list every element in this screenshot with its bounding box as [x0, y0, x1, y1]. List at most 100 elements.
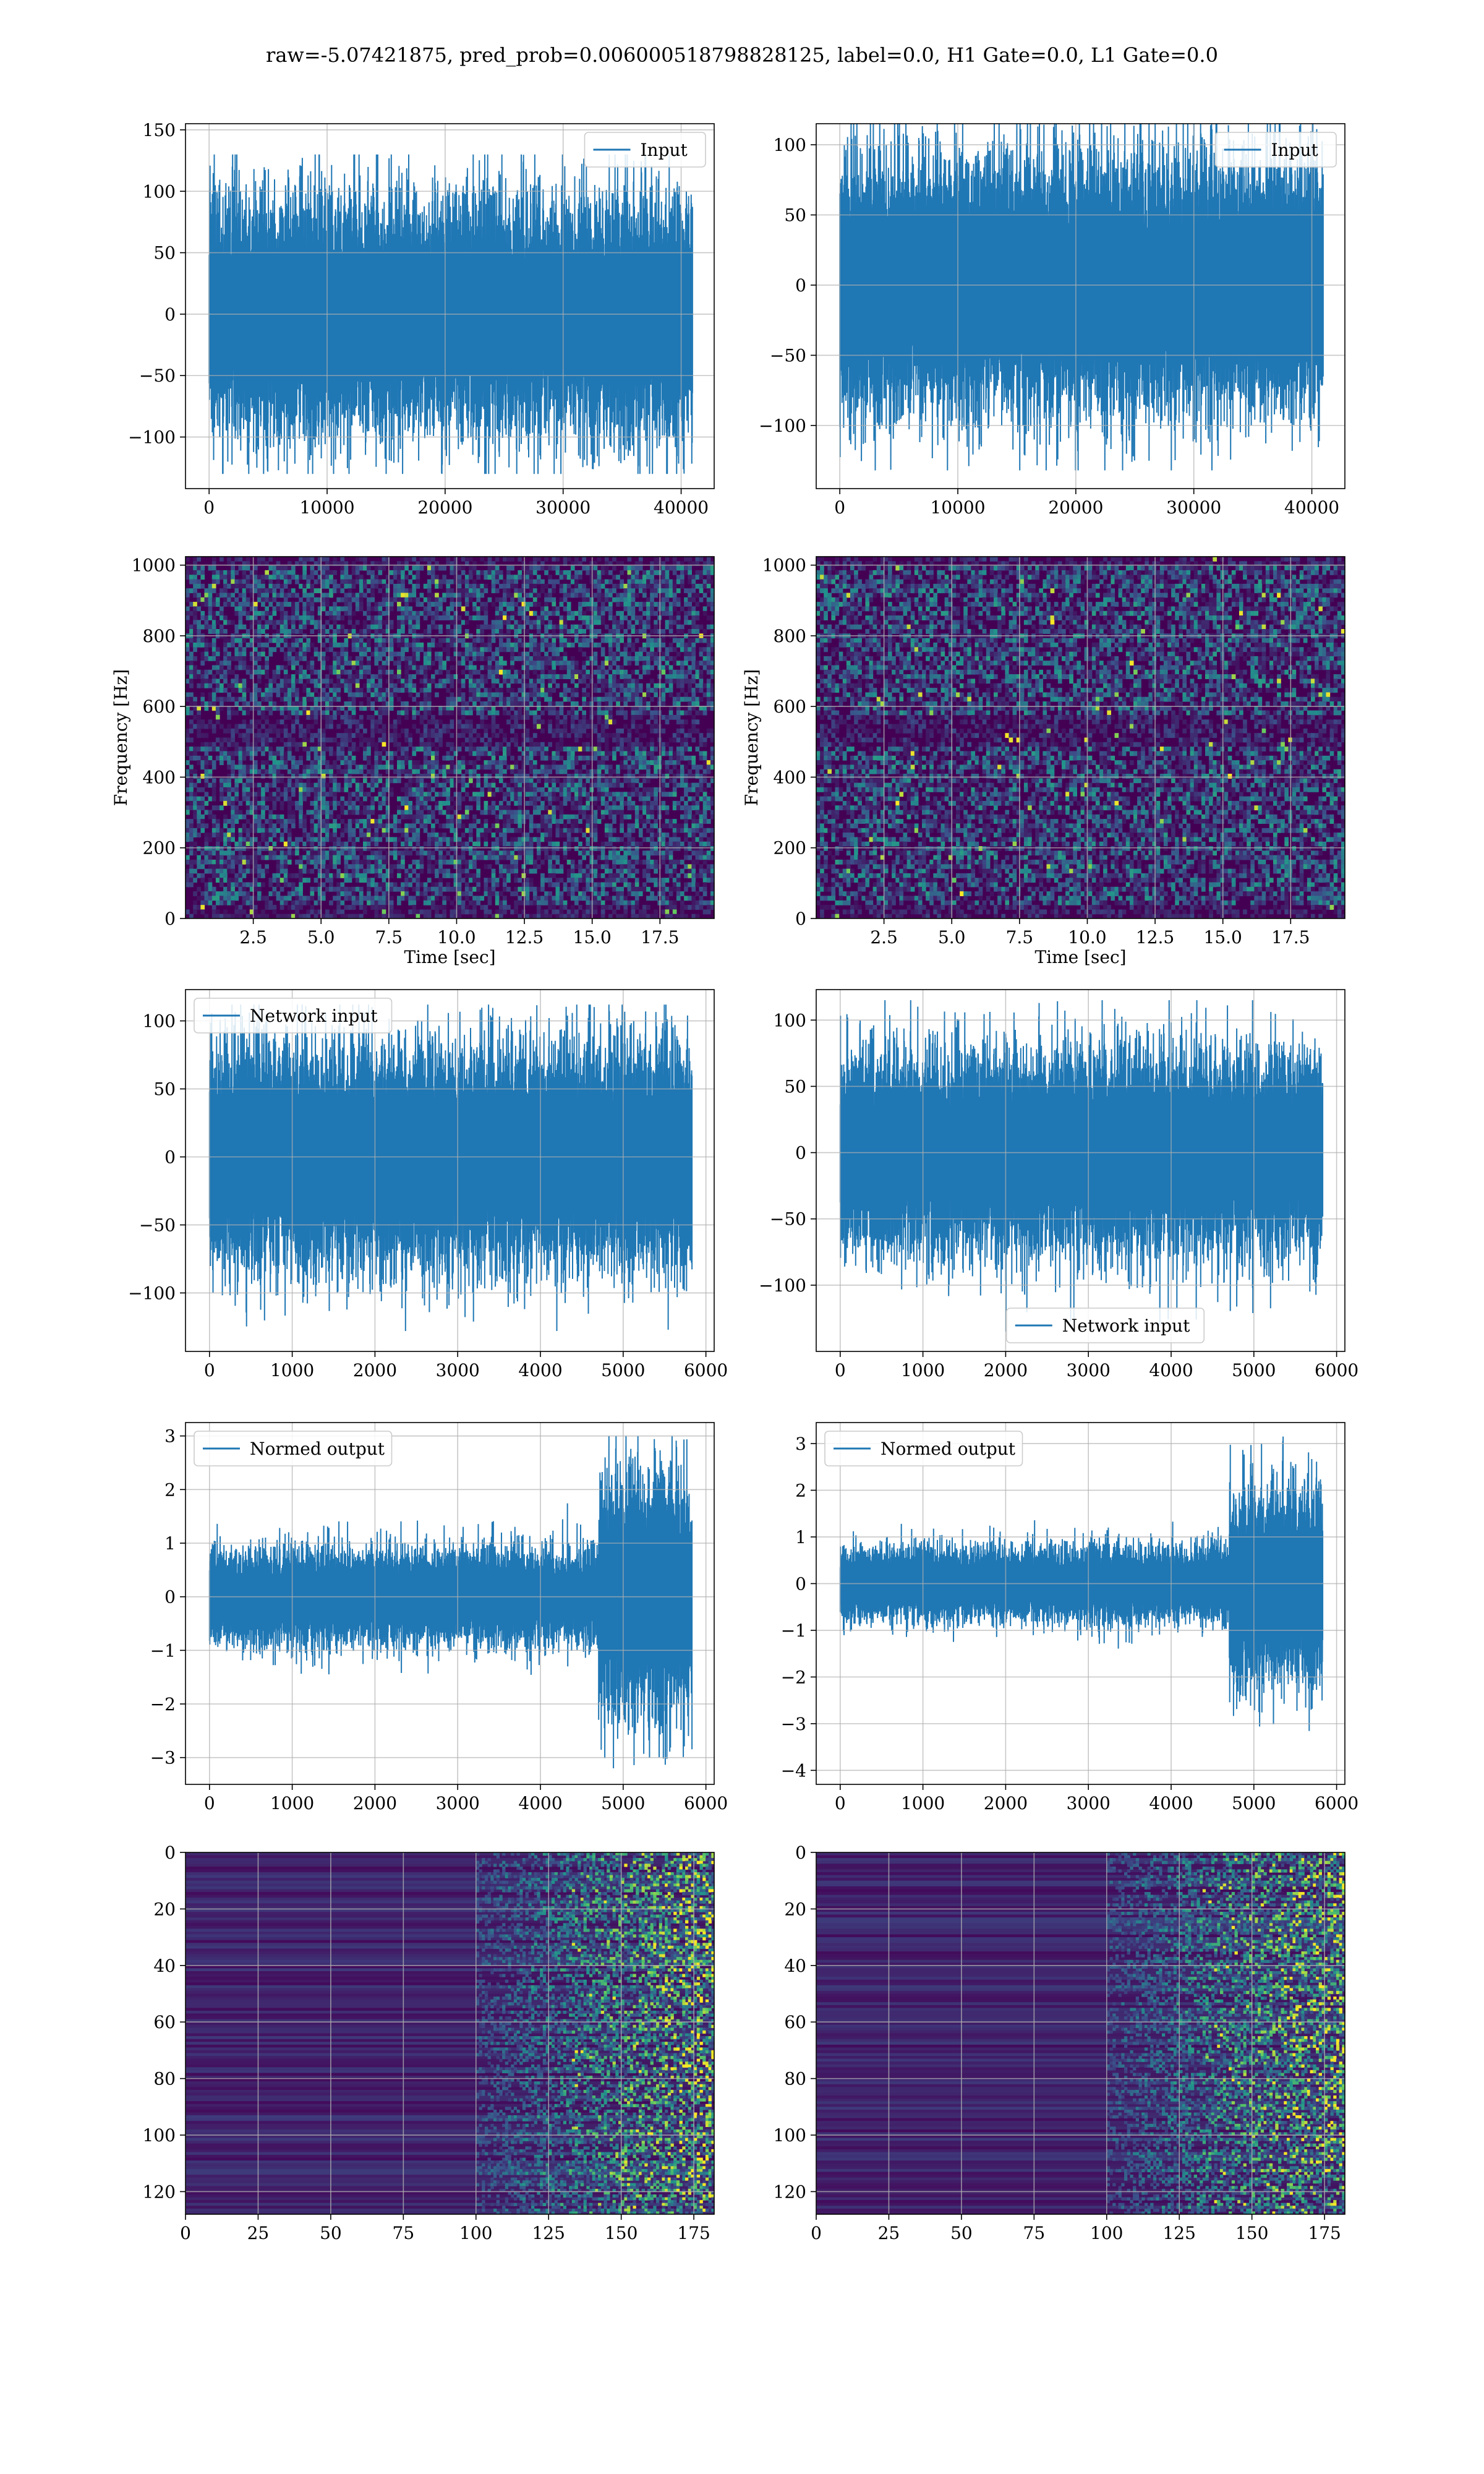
- heatmap-cells: [816, 557, 1345, 918]
- y-tick-label: 50: [784, 1076, 806, 1097]
- legend: Input: [584, 132, 706, 168]
- x-tick-label: 0: [835, 1793, 846, 1813]
- x-tick-label: 2000: [353, 1793, 397, 1813]
- y-tick-label: −3: [781, 1714, 806, 1734]
- y-tick-label: 60: [784, 2012, 806, 2032]
- y-tick-label: 150: [143, 120, 176, 140]
- axes-r2c1: 0 1000 2000 3000 4000 5000 6000 −100 −50 0 50 100 Ne…: [759, 989, 1358, 1380]
- y-tick-label: 20: [153, 1899, 176, 1919]
- series-line: [208, 1004, 693, 1332]
- x-tick-label: 7.5: [1006, 927, 1034, 948]
- y-tick-label: 600: [774, 696, 806, 717]
- x-tick-label: 20000: [417, 497, 472, 518]
- y-tick-label: −100: [128, 1283, 176, 1303]
- y-tick-label: −100: [759, 1275, 806, 1296]
- y-tick-label: 50: [784, 205, 806, 226]
- x-tick-label: 75: [1023, 2223, 1046, 2243]
- y-tick-label: 40: [153, 1956, 176, 1976]
- axes-frame: [185, 1422, 715, 1785]
- x-tick-label: 4000: [518, 1360, 562, 1380]
- y-tick-label: 0: [795, 909, 806, 929]
- x-tick-label: 4000: [518, 1793, 562, 1813]
- legend-frame: [1005, 1308, 1205, 1343]
- y-tick-label: 0: [795, 1143, 806, 1163]
- y-tick-label: 60: [153, 2012, 176, 2032]
- axes-layer: 0 10000 20000 30000 40000−100−50050100150Inp…: [111, 120, 1358, 2243]
- x-tick-label: 15.0: [1204, 927, 1242, 948]
- axes-frame: [816, 1852, 1345, 2215]
- legend-label: Input: [641, 140, 688, 160]
- x-tick-label: 6000: [684, 1360, 728, 1380]
- legend-frame: [584, 132, 706, 168]
- axes-r1c0: 2.5 5.0 7.5 10.0 12.5 15.0 17.5 0 200 400 600 800 10…: [111, 555, 715, 967]
- series-line: [839, 124, 1324, 471]
- y-tick-label: 200: [774, 838, 806, 858]
- y-tick-label: 50: [153, 1079, 176, 1100]
- legend-frame: [824, 1431, 1023, 1466]
- series-line: [208, 154, 693, 474]
- x-tick-label: 0: [204, 1793, 215, 1813]
- x-tick-label: 0: [204, 1360, 215, 1380]
- x-tick-label: 5000: [601, 1793, 645, 1813]
- x-tick-label: 2000: [353, 1360, 397, 1380]
- y-tick-label: 100: [774, 2125, 806, 2146]
- plot-area: [816, 1852, 1345, 2214]
- y-tick-label: 120: [774, 2181, 806, 2202]
- y-tick-label: 100: [143, 181, 176, 202]
- x-tick-label: 50: [950, 2223, 973, 2243]
- x-tick-label: 20000: [1048, 497, 1103, 518]
- plot-area: [186, 557, 714, 918]
- grid-lines: [816, 557, 1345, 918]
- y-tick-label: −50: [770, 1209, 806, 1230]
- axes-r0c0: 0 10000 20000 30000 40000 −100 −50 0 50 100 150 Inp…: [128, 120, 715, 518]
- x-tick-label: 150: [1235, 2223, 1268, 2243]
- legend: Normed output: [194, 1431, 393, 1466]
- x-tick-label: 40000: [654, 497, 709, 518]
- heatmap-cells: [186, 1852, 714, 2214]
- y-tick-label: 50: [153, 243, 176, 263]
- y-tick-label: −100: [759, 416, 806, 436]
- axes-r1c1: 2.5 5.0 7.5 10.0 12.5 15.0 17.5 0 200 400 600 800 10…: [741, 555, 1345, 967]
- x-tick-label: 2000: [984, 1793, 1028, 1813]
- x-tick-label: 100: [1090, 2223, 1123, 2243]
- plot-area: [816, 1423, 1345, 1784]
- x-axis-label: Time [sec]: [404, 947, 495, 967]
- x-tick-label: 40000: [1284, 497, 1339, 518]
- series-line: [208, 1436, 693, 1769]
- x-tick-label: 4000: [1149, 1360, 1193, 1380]
- y-tick-label: 800: [774, 626, 806, 646]
- x-tick-label: 10000: [930, 497, 985, 518]
- x-tick-label: 15.0: [573, 927, 612, 948]
- y-tick-label: −100: [128, 427, 176, 448]
- x-tick-label: 0: [835, 1360, 846, 1380]
- axes-frame: [816, 123, 1345, 489]
- x-tick-label: 1000: [270, 1793, 314, 1813]
- y-tick-label: −1: [781, 1620, 806, 1641]
- axes-r2c0: 0 1000 2000 3000 4000 5000 6000 −100 −50 0 50 100 Ne…: [128, 989, 728, 1380]
- x-tick-label: 10.0: [1068, 927, 1106, 948]
- y-tick-label: −2: [781, 1667, 806, 1687]
- axes-frame: [185, 556, 715, 919]
- y-tick-label: −1: [150, 1640, 176, 1661]
- x-tick-label: 1000: [270, 1360, 314, 1380]
- x-tick-label: 125: [532, 2223, 565, 2243]
- plot-area: [186, 1852, 714, 2214]
- x-tick-label: 10.0: [437, 927, 475, 948]
- x-tick-label: 25: [878, 2223, 900, 2243]
- x-tick-label: 0: [180, 2223, 191, 2243]
- legend-frame: [194, 1431, 393, 1466]
- x-tick-label: 0: [834, 497, 845, 518]
- y-tick-label: 100: [143, 2125, 176, 2146]
- y-axis-label: Frequency [Hz]: [111, 669, 131, 806]
- axes-r3c1: 0 1000 2000 3000 4000 5000 6000 −4 −3 −2 −1 0 1 2 3 Nor…: [781, 1422, 1358, 1813]
- y-tick-label: 400: [143, 767, 176, 787]
- y-tick-label: −2: [150, 1694, 176, 1714]
- y-tick-label: 40: [784, 1956, 806, 1976]
- y-tick-label: 120: [143, 2181, 176, 2202]
- plot-area: [816, 557, 1345, 918]
- grid-lines: [186, 557, 714, 918]
- y-tick-label: 3: [795, 1434, 806, 1454]
- y-tick-label: 1000: [762, 555, 806, 576]
- x-tick-label: 3000: [1067, 1793, 1111, 1813]
